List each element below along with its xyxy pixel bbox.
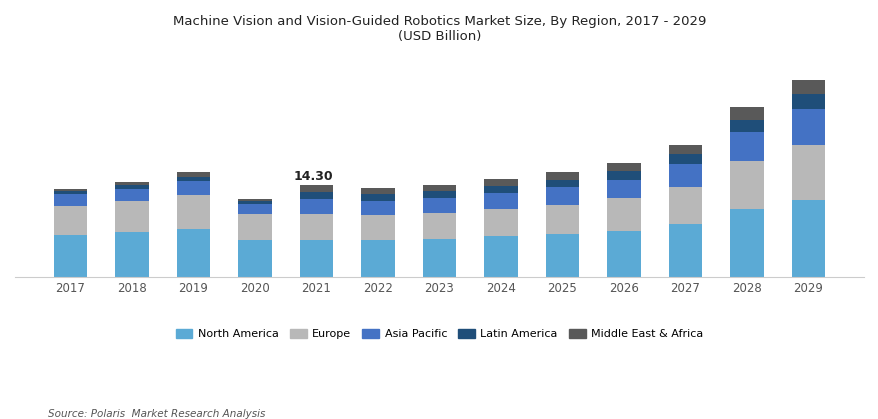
Bar <box>176 229 210 277</box>
Bar <box>299 192 333 199</box>
Bar <box>668 164 702 186</box>
Bar <box>545 234 579 277</box>
Bar <box>54 191 87 194</box>
Bar <box>545 180 579 187</box>
Bar <box>730 107 763 119</box>
Bar <box>238 201 271 204</box>
Bar <box>484 179 517 186</box>
Bar <box>545 187 579 205</box>
Bar <box>54 235 87 277</box>
Bar <box>361 188 394 194</box>
Bar <box>607 163 640 171</box>
Bar <box>545 205 579 234</box>
Bar <box>484 236 517 277</box>
Bar <box>176 177 210 181</box>
Bar <box>730 209 763 277</box>
Bar <box>115 185 148 189</box>
Bar <box>115 182 148 185</box>
Bar <box>484 209 517 236</box>
Title: Machine Vision and Vision-Guided Robotics Market Size, By Region, 2017 - 2029
(U: Machine Vision and Vision-Guided Robotic… <box>173 15 705 43</box>
Bar <box>668 145 702 154</box>
Bar <box>238 199 271 201</box>
Bar <box>668 154 702 164</box>
Bar <box>422 239 456 277</box>
Bar <box>545 173 579 180</box>
Bar <box>115 201 148 232</box>
Bar <box>607 230 640 277</box>
Bar <box>238 204 271 214</box>
Bar <box>668 224 702 277</box>
Bar <box>484 186 517 193</box>
Bar <box>791 94 824 109</box>
Bar <box>54 194 87 206</box>
Bar <box>791 80 824 94</box>
Bar <box>607 198 640 230</box>
Bar <box>238 240 271 277</box>
Bar <box>54 206 87 235</box>
Bar <box>176 195 210 229</box>
Bar <box>238 214 271 240</box>
Bar <box>607 171 640 179</box>
Bar <box>361 240 394 277</box>
Bar <box>422 198 456 213</box>
Bar <box>791 145 824 199</box>
Bar <box>361 215 394 240</box>
Bar <box>361 201 394 215</box>
Bar <box>361 194 394 201</box>
Text: 14.30: 14.30 <box>292 170 333 183</box>
Bar <box>299 240 333 277</box>
Bar <box>115 189 148 201</box>
Bar <box>607 179 640 198</box>
Bar <box>299 185 333 192</box>
Bar <box>422 213 456 239</box>
Legend: North America, Europe, Asia Pacific, Latin America, Middle East & Africa: North America, Europe, Asia Pacific, Lat… <box>171 324 707 344</box>
Bar <box>791 199 824 277</box>
Bar <box>176 181 210 195</box>
Bar <box>730 119 763 132</box>
Bar <box>422 191 456 198</box>
Bar <box>791 109 824 145</box>
Bar <box>484 193 517 209</box>
Bar <box>668 186 702 224</box>
Bar <box>299 214 333 240</box>
Bar <box>422 185 456 191</box>
Text: Source: Polaris  Market Research Analysis: Source: Polaris Market Research Analysis <box>48 409 265 419</box>
Bar <box>299 199 333 214</box>
Bar <box>730 132 763 161</box>
Bar <box>54 189 87 191</box>
Bar <box>176 173 210 177</box>
Bar <box>730 161 763 209</box>
Bar <box>115 232 148 277</box>
